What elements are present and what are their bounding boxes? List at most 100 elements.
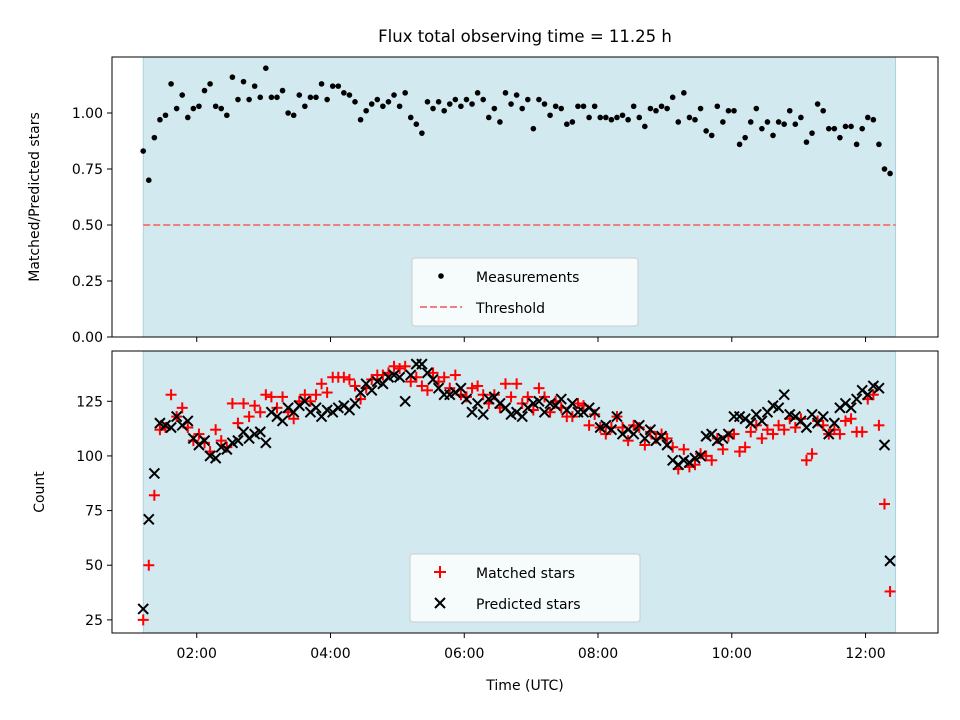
- matched-star-point: [589, 408, 601, 420]
- predicted-star-point: [655, 430, 668, 442]
- matched-star-point: [399, 360, 411, 372]
- measurement-point: [630, 103, 637, 110]
- measurement-point: [502, 90, 509, 96]
- measurement-point: [814, 101, 821, 107]
- matched-star-point: [466, 382, 478, 394]
- matched-star-point: [249, 400, 261, 412]
- measurement-point: [179, 92, 186, 98]
- predicted-star-point: [276, 415, 289, 427]
- measurement-point: [720, 119, 726, 125]
- measurement-point: [541, 101, 548, 107]
- predicted-star-point: [588, 406, 601, 418]
- measurement-point: [820, 107, 826, 114]
- measurement-point: [625, 116, 631, 123]
- measurement-point: [619, 112, 626, 119]
- matched-star-point: [288, 413, 300, 425]
- predicted-star-point: [644, 423, 657, 436]
- predicted-star-point: [137, 603, 149, 615]
- matched-star-point: [238, 397, 250, 409]
- measurement-point: [508, 101, 514, 107]
- measurement-point: [530, 125, 537, 132]
- y-tick-label: 1.00: [72, 106, 103, 122]
- predicted-star-point: [823, 428, 835, 440]
- predicted-star-point: [460, 393, 473, 405]
- matched-star-point: [215, 435, 227, 447]
- matched-star-point: [767, 428, 779, 440]
- bottom-y-ticks: 25 50 75 100 125: [76, 394, 112, 629]
- matched-star-point: [522, 391, 534, 403]
- y-tick-label: 125: [76, 394, 103, 410]
- measurement-point: [842, 123, 849, 130]
- top-legend-box: [411, 257, 639, 327]
- matched-star-point: [656, 428, 668, 440]
- measurement-point: [653, 107, 659, 114]
- matched-star-point: [310, 389, 322, 401]
- measurement-point: [731, 107, 737, 114]
- matched-star-point: [761, 424, 773, 436]
- matched-star-point: [533, 382, 545, 394]
- matched-star-point: [176, 402, 188, 414]
- bottom-axes-frame: [111, 350, 939, 634]
- measurement-point: [279, 87, 286, 94]
- measurement-point: [296, 92, 303, 98]
- matched-star-point: [449, 369, 461, 381]
- measurement-point: [876, 141, 882, 148]
- measurement-point: [246, 96, 252, 103]
- predicted-star-point: [477, 408, 489, 421]
- top-x-ticks: [196, 337, 867, 342]
- matched-star-point: [728, 428, 740, 440]
- predicted-star-point: [254, 426, 266, 438]
- x-tick-label: 06:00: [444, 646, 484, 662]
- predicted-star-point: [661, 439, 673, 451]
- y-tick-label: 0.75: [72, 162, 103, 178]
- matched-star-point: [226, 397, 238, 409]
- matched-star-point: [639, 439, 651, 451]
- matched-star-point: [544, 406, 556, 418]
- measurement-point: [151, 134, 158, 141]
- matched-star-point: [706, 454, 718, 466]
- matched-star-point: [232, 417, 244, 429]
- matched-star-point: [388, 360, 400, 372]
- measurement-point: [140, 148, 147, 154]
- predicted-star-point: [806, 408, 818, 421]
- measurement-point: [268, 94, 275, 101]
- measurement-point: [485, 114, 492, 121]
- y-tick-label: 50: [85, 558, 103, 574]
- measurement-point: [458, 103, 464, 110]
- measurement-point: [642, 123, 648, 130]
- measurement-point: [569, 119, 576, 125]
- measurement-point: [285, 110, 291, 116]
- matched-star-point: [343, 373, 355, 385]
- predicted-star-point: [310, 402, 322, 414]
- predicted-star-point: [393, 371, 406, 383]
- matched-star-point: [778, 424, 790, 436]
- measurement-point: [173, 105, 180, 112]
- measurement-point: [380, 103, 386, 110]
- measurement-point: [385, 99, 392, 105]
- predicted-star-point: [817, 410, 829, 423]
- matched-star-point: [260, 389, 272, 401]
- measurement-point: [692, 116, 698, 123]
- matched-star-point: [460, 391, 472, 403]
- measurement-point: [658, 103, 665, 110]
- predicted-star-point: [884, 555, 896, 567]
- predicted-star-point: [878, 439, 891, 451]
- predicted-star-point: [148, 467, 161, 480]
- predicted-star-point: [533, 395, 545, 407]
- matched-star-point: [511, 378, 523, 390]
- measurement-point: [792, 121, 799, 127]
- measurement-point: [759, 125, 765, 132]
- measurement-point: [547, 112, 553, 119]
- top-y-ticks: 0.00 0.25 0.50 0.75 1.00: [72, 106, 112, 346]
- measurement-point: [697, 105, 704, 112]
- measurement-point: [463, 96, 470, 103]
- measurement-point: [251, 83, 258, 89]
- measurement-point: [753, 105, 760, 112]
- measurement-point: [647, 105, 654, 112]
- matched-star-point: [299, 389, 311, 401]
- matched-star-point: [633, 422, 645, 434]
- measurement-point: [608, 116, 615, 123]
- measurement-point: [168, 81, 174, 87]
- measurement-point: [636, 114, 643, 121]
- predicted-star-point: [850, 393, 863, 405]
